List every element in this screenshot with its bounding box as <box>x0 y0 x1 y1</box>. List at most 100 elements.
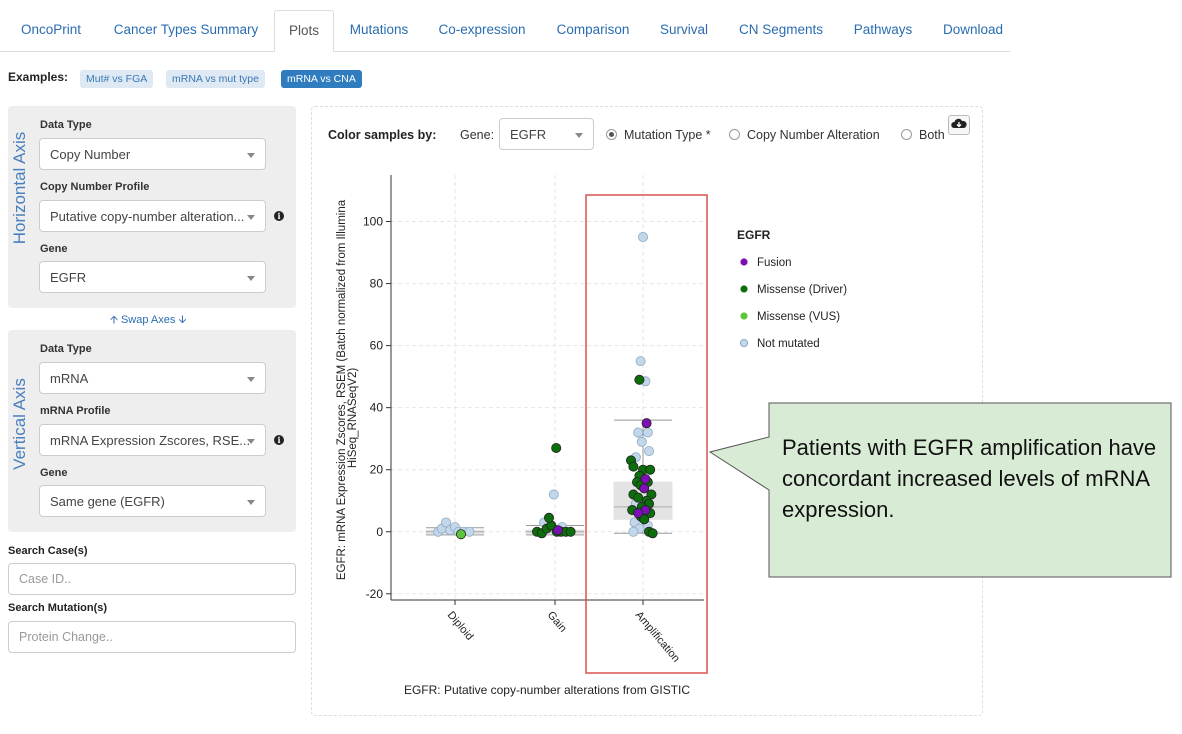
swap-axes-link[interactable]: 🡩 Swap Axes 🡫 <box>110 311 186 330</box>
y-tick-label: 0 <box>376 525 383 539</box>
data-point <box>464 526 475 537</box>
h-gene-value: EGFR <box>50 270 87 285</box>
radio-both[interactable] <box>901 129 912 140</box>
tab-co-expression[interactable]: Co-expression <box>438 22 526 37</box>
y-tick-label: 80 <box>370 277 384 291</box>
chevron-down-icon <box>247 377 255 382</box>
info-icon[interactable]: i <box>274 435 284 445</box>
example-mrna-vs-mut-type[interactable]: mRNA vs mut type <box>166 70 265 88</box>
v-data-type-label: Data Type <box>40 343 92 355</box>
h-data-type-value: Copy Number <box>50 147 131 162</box>
example-mut-vs-fga[interactable]: Mut# vs FGA <box>80 70 154 88</box>
data-point <box>641 418 652 429</box>
data-point <box>640 474 651 485</box>
radio-mutation-type[interactable] <box>606 129 617 140</box>
tab-cn-segments[interactable]: CN Segments <box>738 22 824 37</box>
data-point <box>565 526 576 537</box>
callout-shape <box>708 402 1172 578</box>
tab-survival[interactable]: Survival <box>659 22 708 37</box>
chevron-down-icon <box>247 215 255 220</box>
tab-oncoprint[interactable]: OncoPrint <box>20 22 82 37</box>
data-point <box>633 427 644 438</box>
data-point <box>455 529 466 540</box>
legend-title: EGFR <box>737 228 771 242</box>
data-point <box>440 517 451 528</box>
y-tick-labels: -20 0 20 40 60 80 100 <box>363 215 391 601</box>
search-case-label: Search Case(s) <box>8 545 88 557</box>
info-icon[interactable]: i <box>274 211 284 221</box>
v-data-type-select[interactable]: mRNA <box>39 362 266 394</box>
callout-text: Patients with EGFR amplification have co… <box>782 435 1157 522</box>
x-tick-label: Gain <box>545 609 569 635</box>
v-data-type-value: mRNA <box>50 371 89 386</box>
data-point <box>642 427 653 438</box>
color-gene-select[interactable]: EGFR <box>499 118 594 150</box>
y-tick-label: 60 <box>370 339 384 353</box>
v-profile-label: mRNA Profile <box>40 405 111 417</box>
tab-comparison[interactable]: Comparison <box>556 22 630 37</box>
x-tick-labels: Diploid Gain Amplification <box>445 600 682 665</box>
data-point <box>628 526 639 537</box>
h-profile-label: Copy Number Profile <box>40 181 150 193</box>
h-data-type-select[interactable]: Copy Number <box>39 138 266 170</box>
data-point <box>633 492 644 503</box>
v-gene-select[interactable]: Same gene (EGFR) <box>39 485 266 517</box>
radio-copy-number-alteration[interactable] <box>729 129 740 140</box>
legend-entry: Fusion <box>757 257 792 269</box>
h-data-type-label: Data Type <box>40 119 92 131</box>
data-point <box>628 461 639 472</box>
tab-plots[interactable]: Plots <box>274 10 334 52</box>
radio-both-label: Both <box>919 128 945 142</box>
horizontal-axis-title: Horizontal Axis <box>10 131 29 245</box>
v-gene-label: Gene <box>40 467 68 479</box>
search-mutation-label: Search Mutation(s) <box>8 602 108 614</box>
data-point <box>637 232 648 243</box>
legend-entry: Missense (Driver) <box>757 284 847 296</box>
x-tick-label: Diploid <box>445 609 476 642</box>
tab-cancer-types-summary[interactable]: Cancer Types Summary <box>113 22 259 37</box>
scatter-plot: Diploid Gain Amplification -20 0 20 40 60 80 100… <box>336 175 847 697</box>
chevron-down-icon <box>247 276 255 281</box>
legend-swatch <box>739 338 749 348</box>
v-profile-select[interactable]: mRNA Expression Zscores, RSE... <box>39 424 266 456</box>
data-point <box>551 442 562 453</box>
tab-download[interactable]: Download <box>942 22 1004 37</box>
search-case-input[interactable]: Case ID.. <box>8 563 296 595</box>
legend-swatch <box>740 258 748 266</box>
tab-mutations[interactable]: Mutations <box>349 22 409 37</box>
y-axis-label-line: HiSeq_RNASeqV2) <box>347 368 359 469</box>
chevron-down-icon <box>247 439 255 444</box>
data-point <box>643 446 654 457</box>
h-profile-select[interactable]: Putative copy-number alteration... <box>39 200 266 232</box>
callout <box>708 402 1172 578</box>
h-gene-select[interactable]: EGFR <box>39 261 266 293</box>
chevron-down-icon <box>575 133 583 138</box>
data-point <box>636 436 647 447</box>
arrow-down-icon: 🡫 <box>178 314 187 326</box>
color-gene-label: Gene: <box>460 128 495 142</box>
example-mrna-vs-cna[interactable]: mRNA vs CNA <box>281 70 362 88</box>
tab-bar: OncoPrint Cancer Types Summary Plots Mut… <box>0 10 1010 52</box>
cloud-download-icon <box>951 118 967 128</box>
data-point <box>543 512 554 523</box>
download-button[interactable] <box>948 115 970 135</box>
data-point <box>552 525 563 536</box>
h-gene-label: Gene <box>40 243 68 255</box>
legend-entry: Not mutated <box>757 338 820 350</box>
y-axis-label: EGFR: mRNA Expression Zscores, RSEM (Bat… <box>336 199 359 580</box>
data-point <box>647 528 658 539</box>
radio-mutation-type-label: Mutation Type * <box>624 128 711 142</box>
search-mutation-input[interactable]: Protein Change.. <box>8 621 296 653</box>
chevron-down-icon <box>247 500 255 505</box>
legend-swatch <box>740 285 748 293</box>
data-point <box>645 464 656 475</box>
color-gene-value: EGFR <box>510 127 547 142</box>
tab-pathways[interactable]: Pathways <box>853 22 913 37</box>
arrow-up-icon: 🡩 <box>110 314 118 326</box>
axes <box>390 175 704 601</box>
legend-swatch <box>740 312 748 320</box>
y-tick-label: -20 <box>366 587 384 601</box>
examples-label: Examples: <box>8 70 69 84</box>
y-tick-label: 40 <box>370 401 384 415</box>
legend-entry: Missense (VUS) <box>757 311 840 323</box>
